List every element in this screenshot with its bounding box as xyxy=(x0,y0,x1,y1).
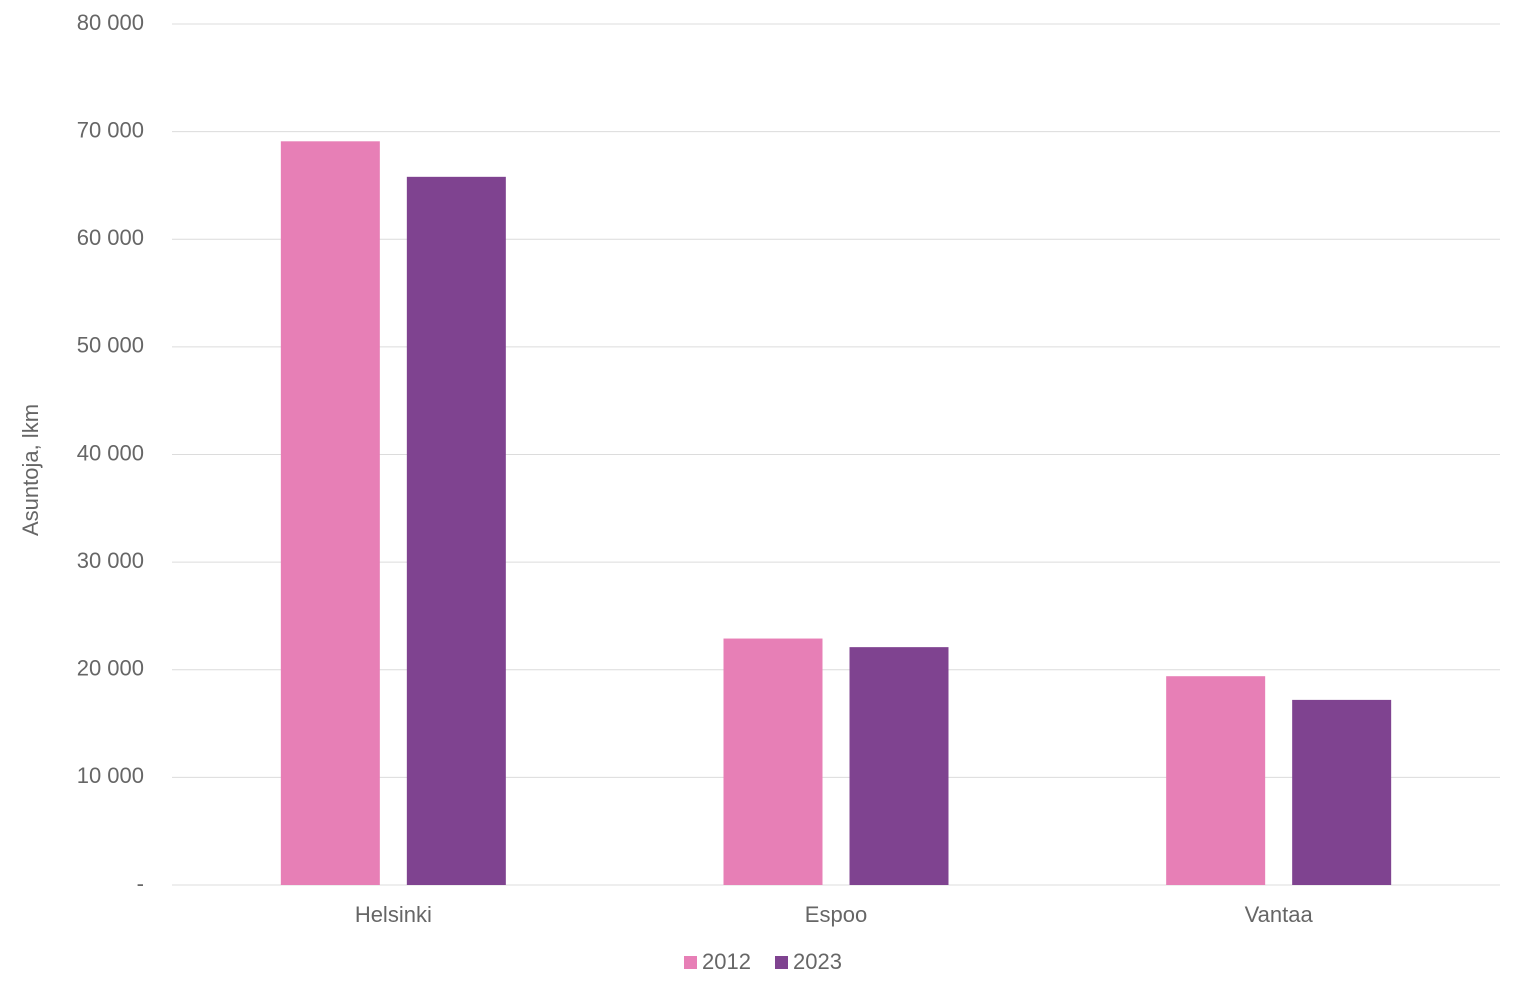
bar xyxy=(1292,699,1392,885)
legend-label: 2023 xyxy=(793,949,842,974)
x-tick-label: Espoo xyxy=(805,902,867,927)
legend-label: 2012 xyxy=(702,949,751,974)
y-tick-label: 20 000 xyxy=(77,656,144,681)
y-tick-label: 80 000 xyxy=(77,10,144,35)
y-tick-label: 60 000 xyxy=(77,225,144,250)
y-tick-label: 70 000 xyxy=(77,117,144,142)
legend-swatch xyxy=(684,956,697,969)
bar xyxy=(406,176,506,885)
bar xyxy=(849,647,949,885)
y-tick-label: - xyxy=(137,871,144,896)
y-tick-label: 40 000 xyxy=(77,440,144,465)
y-tick-label: 10 000 xyxy=(77,763,144,788)
y-tick-label: 30 000 xyxy=(77,548,144,573)
y-axis-title: Asuntoja, lkm xyxy=(18,404,43,536)
x-tick-label: Vantaa xyxy=(1245,902,1314,927)
bar xyxy=(723,638,823,885)
bar xyxy=(280,141,380,885)
y-tick-label: 50 000 xyxy=(77,333,144,358)
legend-swatch xyxy=(775,956,788,969)
bar xyxy=(1166,676,1266,885)
x-tick-label: Helsinki xyxy=(355,902,432,927)
